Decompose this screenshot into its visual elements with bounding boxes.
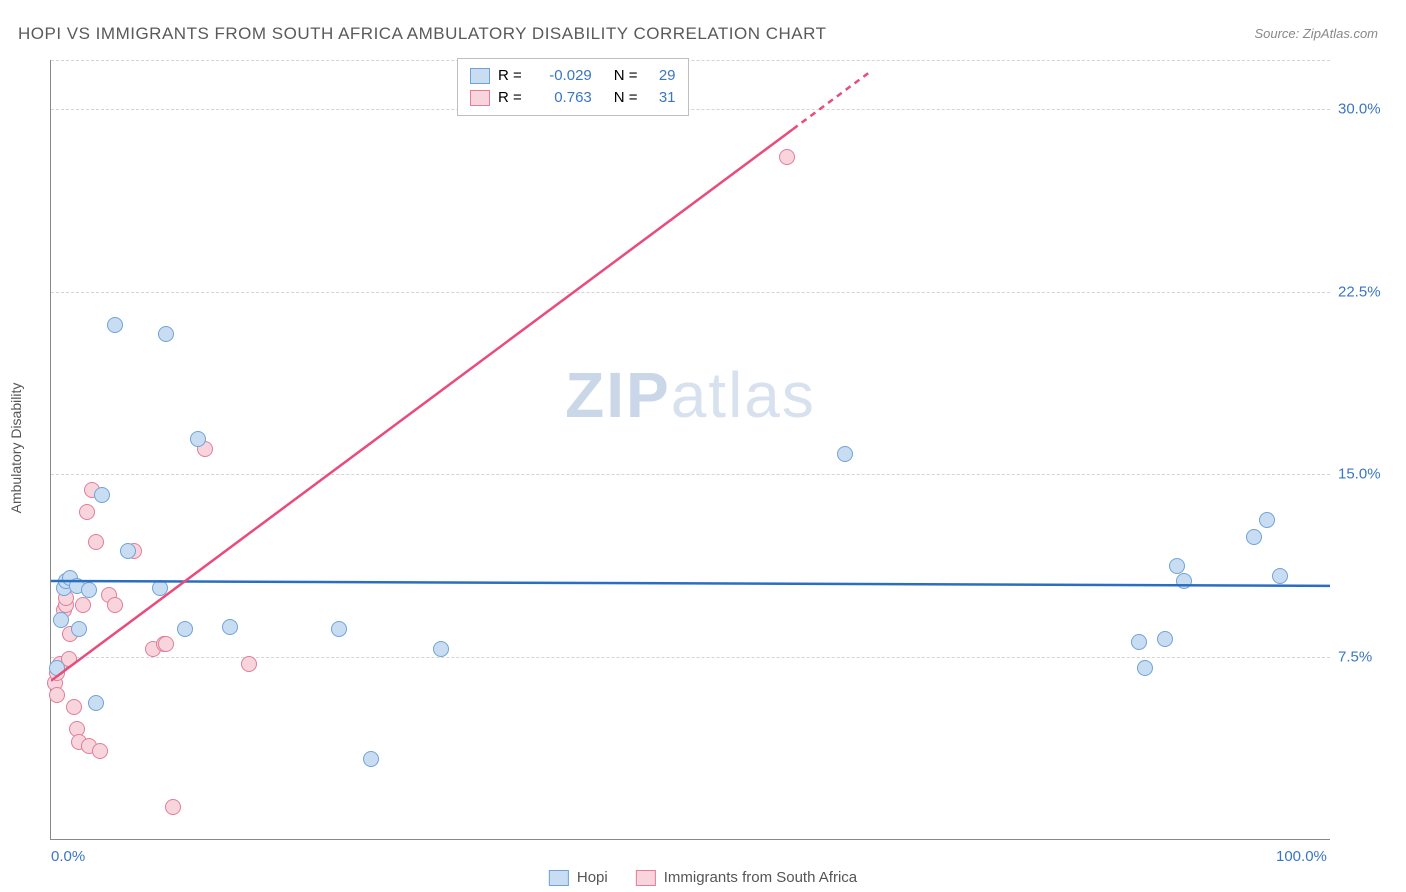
legend-label-hopi: Hopi	[577, 869, 608, 886]
xtick-label: 100.0%	[1276, 848, 1327, 865]
trend-line	[793, 72, 870, 129]
data-point-immigrants	[79, 504, 95, 520]
n-label: N =	[614, 87, 638, 109]
data-point-immigrants	[165, 799, 181, 815]
data-point-hopi	[177, 621, 193, 637]
data-point-hopi	[81, 582, 97, 598]
swatch-hopi-icon	[549, 870, 569, 886]
data-point-hopi	[190, 431, 206, 447]
trend-line	[51, 581, 1330, 586]
gridline	[51, 109, 1330, 110]
ytick-label: 30.0%	[1338, 100, 1406, 117]
data-point-hopi	[363, 751, 379, 767]
data-point-immigrants	[107, 597, 123, 613]
ytick-label: 22.5%	[1338, 283, 1406, 300]
data-point-immigrants	[92, 743, 108, 759]
stats-row-hopi: R = -0.029 N = 29	[470, 65, 676, 87]
data-point-immigrants	[158, 636, 174, 652]
data-point-immigrants	[88, 534, 104, 550]
trend-line	[51, 129, 793, 681]
data-point-hopi	[88, 695, 104, 711]
data-point-hopi	[1176, 573, 1192, 589]
data-point-hopi	[107, 317, 123, 333]
data-point-hopi	[152, 580, 168, 596]
gridline	[51, 60, 1330, 61]
swatch-hopi	[470, 68, 490, 84]
watermark-atlas: atlas	[671, 359, 816, 431]
trend-lines	[51, 60, 1330, 839]
n-value-hopi: 29	[646, 65, 676, 87]
stats-row-immigrants: R = 0.763 N = 31	[470, 87, 676, 109]
r-value-hopi: -0.029	[530, 65, 592, 87]
data-point-hopi	[1137, 660, 1153, 676]
plot-area: ZIPatlas 7.5%15.0%22.5%30.0% R = -0.029 …	[50, 60, 1330, 840]
data-point-hopi	[1259, 512, 1275, 528]
data-point-hopi	[1272, 568, 1288, 584]
data-point-hopi	[1131, 634, 1147, 650]
data-point-hopi	[1169, 558, 1185, 574]
data-point-hopi	[837, 446, 853, 462]
ytick-label: 7.5%	[1338, 649, 1406, 666]
r-value-immigrants: 0.763	[530, 87, 592, 109]
data-point-hopi	[1246, 529, 1262, 545]
data-point-hopi	[331, 621, 347, 637]
data-point-hopi	[94, 487, 110, 503]
data-point-hopi	[222, 619, 238, 635]
watermark: ZIPatlas	[565, 358, 816, 432]
source-label: Source: ZipAtlas.com	[1254, 26, 1378, 41]
r-label: R =	[498, 87, 522, 109]
gridline	[51, 292, 1330, 293]
swatch-immigrants-icon	[636, 870, 656, 886]
r-label: R =	[498, 65, 522, 87]
chart-title: HOPI VS IMMIGRANTS FROM SOUTH AFRICA AMB…	[18, 24, 827, 44]
xtick-label: 0.0%	[51, 848, 85, 865]
data-point-immigrants	[779, 149, 795, 165]
data-point-immigrants	[75, 597, 91, 613]
n-value-immigrants: 31	[646, 87, 676, 109]
stats-legend: R = -0.029 N = 29 R = 0.763 N = 31	[457, 58, 689, 116]
data-point-immigrants	[241, 656, 257, 672]
data-point-hopi	[120, 543, 136, 559]
ytick-label: 15.0%	[1338, 466, 1406, 483]
data-point-hopi	[158, 326, 174, 342]
y-axis-label: Ambulatory Disability	[8, 383, 24, 514]
gridline	[51, 474, 1330, 475]
data-point-hopi	[1157, 631, 1173, 647]
data-point-hopi	[71, 621, 87, 637]
data-point-immigrants	[66, 699, 82, 715]
data-point-hopi	[49, 660, 65, 676]
n-label: N =	[614, 65, 638, 87]
legend-item-immigrants: Immigrants from South Africa	[636, 869, 857, 886]
bottom-legend: Hopi Immigrants from South Africa	[549, 869, 857, 886]
legend-label-immigrants: Immigrants from South Africa	[664, 869, 857, 886]
data-point-hopi	[433, 641, 449, 657]
watermark-zip: ZIP	[565, 359, 671, 431]
legend-item-hopi: Hopi	[549, 869, 608, 886]
swatch-immigrants	[470, 90, 490, 106]
data-point-immigrants	[49, 687, 65, 703]
data-point-hopi	[53, 612, 69, 628]
